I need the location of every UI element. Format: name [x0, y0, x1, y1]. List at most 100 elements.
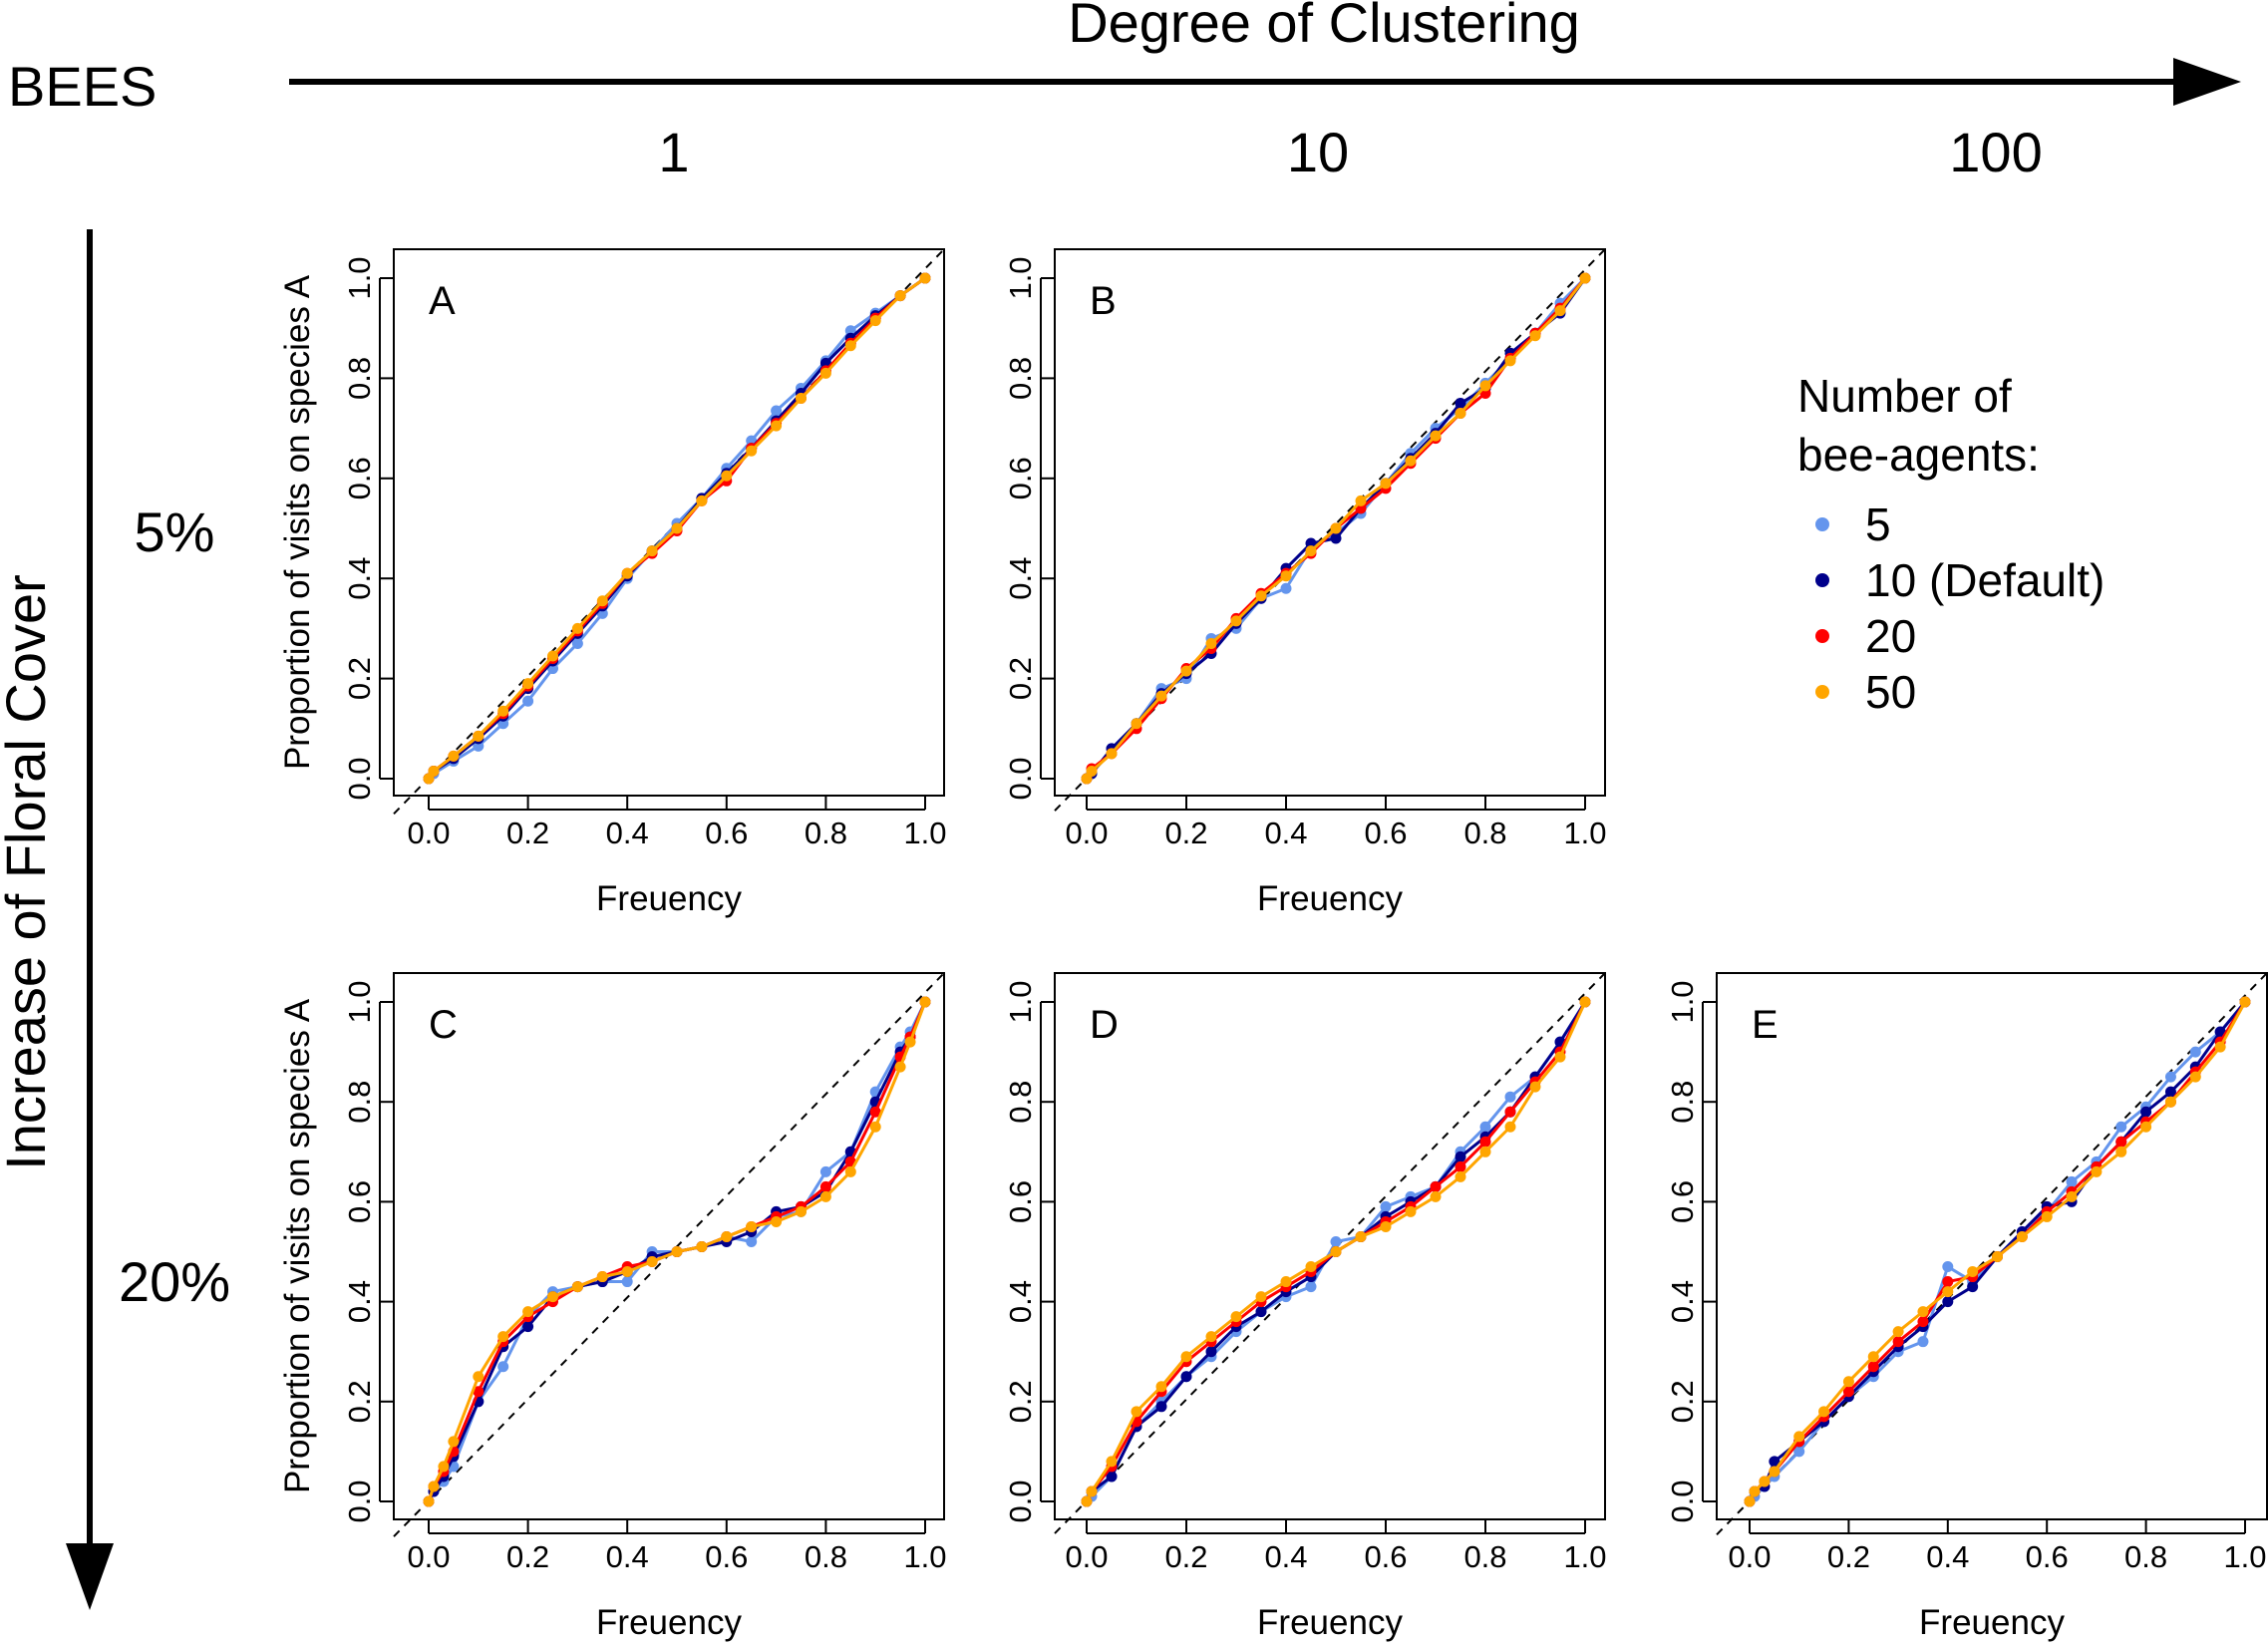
data-point-10	[1455, 398, 1466, 409]
data-point-50	[894, 290, 906, 302]
data-point-50	[696, 494, 708, 506]
x-tick-label: 0.4	[1264, 816, 1307, 850]
data-point-50	[2115, 1146, 2127, 1157]
data-point-10	[1155, 1401, 1167, 1413]
y-tick-label: 1.0	[342, 980, 377, 1023]
y-tick-label: 0.6	[1003, 457, 1038, 499]
panel-d: 0.0 0.2 0.4 0.6 0.8 1.0 0.0 0.2 0.4 0.6 0.8 1.0 Freu…	[1003, 972, 1607, 1642]
data-point-5	[1793, 1446, 1805, 1458]
data-point-50	[696, 1240, 708, 1252]
data-point-10	[1967, 1281, 1979, 1293]
series-line-20	[1085, 1001, 1587, 1502]
x-tick-label: 0.8	[805, 816, 847, 850]
plot-frame	[1054, 248, 1606, 797]
data-point-50	[1455, 1170, 1466, 1182]
data-point-50	[1081, 1495, 1093, 1507]
data-point-50	[1380, 1220, 1392, 1232]
panel-letter: E	[1752, 1003, 1779, 1047]
legend-label-20: 20	[1865, 610, 1916, 662]
data-point-5	[621, 1276, 633, 1288]
legend-marker-20	[1815, 629, 1829, 643]
data-point-10	[1205, 1346, 1217, 1358]
data-point-50	[844, 1165, 856, 1177]
data-point-50	[547, 650, 558, 662]
data-point-50	[869, 1121, 881, 1133]
data-point-50	[1942, 1286, 1954, 1298]
x-axis-title: Freuency	[1257, 879, 1403, 918]
data-point-50	[796, 1205, 807, 1217]
y-tick-label: 0.8	[342, 357, 377, 400]
data-point-50	[423, 1495, 435, 1507]
y-tick-label: 0.4	[1665, 1280, 1700, 1323]
panel-letter: C	[429, 1003, 458, 1047]
data-point-10	[2164, 1086, 2176, 1098]
y-tick-label: 0.8	[342, 1081, 377, 1124]
y-axis-title: Proportion of visits on species A	[278, 998, 317, 1493]
series-line-10	[1085, 1001, 1587, 1502]
data-point-5	[819, 1165, 831, 1177]
data-point-50	[1280, 570, 1292, 582]
data-point-50	[1131, 1406, 1142, 1418]
x-tick-label: 0.6	[705, 1539, 748, 1574]
data-point-50	[448, 750, 460, 762]
x-tick-label: 1.0	[903, 816, 946, 850]
data-point-50	[596, 595, 608, 607]
panel-c: 0.0 0.2 0.4 0.6 0.8 1.0 0.0 0.2 0.4 0.6 0.8 1.0 Freu…	[278, 972, 947, 1642]
row-level-5: 5%	[135, 500, 215, 563]
y-tick-label: 0.2	[1003, 657, 1038, 700]
x-tick-label: 0.2	[1827, 1539, 1870, 1574]
x-tick-label: 1.0	[1563, 1539, 1606, 1574]
x-tick-label: 0.0	[1065, 1539, 1108, 1574]
x-tick-label: 0.2	[506, 1539, 549, 1574]
data-point-20	[1942, 1276, 1954, 1288]
data-point-5	[2066, 1175, 2078, 1187]
data-point-5	[497, 718, 509, 730]
data-point-20	[1917, 1316, 1929, 1328]
x-axis-title: Freuency	[596, 879, 742, 918]
data-point-50	[1554, 305, 1566, 317]
data-point-5	[1942, 1261, 1954, 1273]
data-point-50	[1967, 1266, 1979, 1278]
data-point-50	[1405, 1205, 1417, 1217]
data-point-50	[904, 1036, 916, 1048]
x-tick-label: 0.0	[1065, 816, 1108, 850]
y-tick-label: 0.4	[342, 1280, 377, 1323]
data-point-50	[1305, 545, 1317, 557]
series-line-10	[427, 1001, 927, 1502]
data-point-5	[1305, 1281, 1317, 1293]
data-point-50	[1759, 1476, 1771, 1487]
panel-letter: A	[429, 279, 456, 323]
data-point-50	[1355, 494, 1367, 506]
data-point-20	[1479, 1136, 1491, 1148]
data-point-5	[1330, 1235, 1342, 1247]
data-point-20	[869, 1106, 881, 1118]
series-line-50	[427, 276, 926, 780]
data-point-50	[1230, 615, 1242, 627]
series-line-50	[1085, 277, 1587, 780]
y-tick-label: 0.8	[1003, 1081, 1038, 1124]
x-tick-label: 0.0	[1728, 1539, 1771, 1574]
data-point-50	[621, 1266, 633, 1278]
data-point-50	[1106, 748, 1118, 760]
data-point-50	[1504, 1121, 1516, 1133]
data-point-20	[1504, 1106, 1516, 1118]
x-tick-label: 0.4	[606, 816, 649, 850]
x-tick-label: 0.6	[1364, 816, 1407, 850]
series-line-50	[427, 1001, 927, 1502]
x-tick-label: 0.8	[805, 1539, 847, 1574]
legend-marker-50	[1815, 685, 1829, 699]
data-point-20	[1867, 1361, 1879, 1373]
panel-a: 0.0 0.2 0.4 0.6 0.8 1.0 0.0 0.2 0.4 0.6 0.8 1.0 Freu…	[278, 248, 947, 918]
y-axis-title: Proportion of visits on species A	[278, 274, 317, 770]
data-point-50	[1749, 1485, 1761, 1497]
row-level-20: 20%	[119, 1250, 230, 1313]
data-point-50	[746, 1220, 758, 1232]
data-point-50	[1455, 408, 1466, 420]
data-point-50	[1430, 1190, 1442, 1202]
row-axis-arrow	[66, 229, 114, 1610]
legend: Number of bee-agents: 5 10 (Default) 20 …	[1797, 370, 2105, 718]
x-tick-label: 0.8	[1463, 816, 1506, 850]
y-tick-label: 0.2	[1665, 1380, 1700, 1423]
column-level-100: 100	[1949, 121, 2042, 183]
legend-label-50: 50	[1865, 666, 1916, 718]
